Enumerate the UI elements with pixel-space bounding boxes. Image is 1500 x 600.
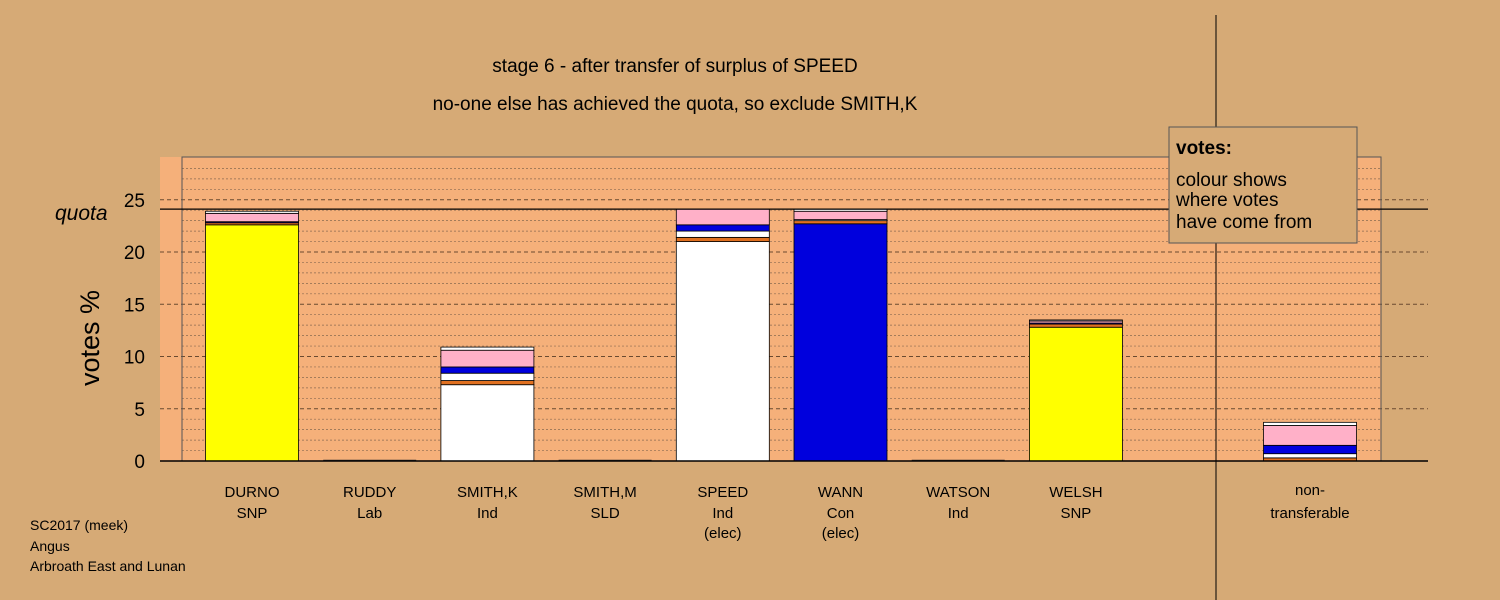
bar-durno-segment (205, 224, 299, 462)
bar-smith-k-segment (440, 380, 535, 386)
candidate-status-label: (elec) (822, 525, 860, 542)
nontransferable-label: non- (1295, 482, 1325, 499)
candidate-party-label: SNP (237, 505, 268, 522)
x-axis-labels: DURNO SNP RUDDY Lab SMITH,K Ind SMITH,M SLD SPEE… (225, 482, 1350, 542)
bar-nontransferable-segment (1263, 453, 1357, 459)
footer-line: Angus (30, 538, 70, 554)
legend-line: have come from (1176, 212, 1312, 233)
y-axis-label: votes % (75, 290, 105, 386)
bar-speed-segment (675, 230, 770, 238)
candidate-name-label: DURNO (225, 484, 280, 501)
footer-line: Arbroath East and Lunan (30, 558, 186, 574)
candidate-party-label: SLD (591, 505, 620, 522)
bar-smith-k-segment (440, 372, 535, 381)
quota-label: quota (55, 202, 108, 225)
candidate-party-label: Lab (357, 505, 382, 522)
legend-box (1168, 126, 1358, 244)
candidate-name-label: SMITH,M (573, 484, 636, 501)
bar-smith-k-segment (440, 384, 535, 462)
bar-smith-k-segment (440, 366, 535, 374)
bar-durno-segment (205, 210, 299, 214)
candidate-name-label: SMITH,K (457, 484, 518, 501)
bar-durno-segment (205, 212, 299, 223)
bar-speed-segment (675, 224, 770, 232)
legend: votes: colour shows where votes have com… (1168, 126, 1358, 244)
candidate-party-label: Ind (477, 505, 498, 522)
bar-smith-k-segment (440, 346, 535, 351)
candidate-party-label: Con (827, 505, 855, 522)
footer-line: SC2017 (meek) (30, 517, 128, 533)
y-tick-label: 25 (124, 191, 145, 212)
bar-welsh-segment (1029, 326, 1123, 462)
y-tick-label: 10 (124, 348, 145, 369)
bar-wann-segment (793, 223, 888, 462)
bars (205, 208, 1357, 462)
bar-wann-segment (793, 220, 888, 225)
candidate-party-label: Ind (948, 505, 969, 522)
chart-subtitle: no-one else has achieved the quota, so e… (433, 94, 918, 115)
candidate-name-label: RUDDY (343, 484, 396, 501)
candidate-status-label: (elec) (704, 525, 742, 542)
y-tick-label: 20 (124, 243, 145, 264)
bar-welsh-segment (1029, 323, 1123, 328)
bar-nontransferable-segment (1263, 444, 1357, 455)
legend-heading: votes: (1176, 138, 1232, 159)
bar-speed-segment (675, 208, 770, 226)
legend-line: colour shows (1176, 170, 1287, 191)
legend-line: where votes (1175, 190, 1278, 211)
candidate-name-label: SPEED (697, 484, 748, 501)
nontransferable-label: transferable (1270, 505, 1349, 522)
bar-wann-segment (793, 210, 888, 221)
bar-nontransferable-segment (1263, 425, 1357, 446)
y-axis-ticks: 0 5 10 15 20 25 (124, 191, 145, 473)
bar-smith-k-segment (440, 349, 535, 368)
y-tick-label: 5 (134, 400, 145, 421)
bar-speed-segment (675, 241, 770, 462)
candidate-name-label: WATSON (926, 484, 990, 501)
y-tick-label: 15 (124, 295, 145, 316)
bar-speed-segment (675, 236, 770, 242)
candidate-party-label: Ind (712, 505, 733, 522)
bar-nontransferable-segment (1263, 421, 1357, 426)
candidate-party-label: SNP (1060, 505, 1091, 522)
bar-welsh-segment (1029, 319, 1123, 322)
y-tick-label: 0 (134, 452, 145, 473)
chart-title: stage 6 - after transfer of surplus of S… (492, 56, 857, 77)
candidate-name-label: WELSH (1049, 484, 1102, 501)
candidate-name-label: WANN (818, 484, 863, 501)
